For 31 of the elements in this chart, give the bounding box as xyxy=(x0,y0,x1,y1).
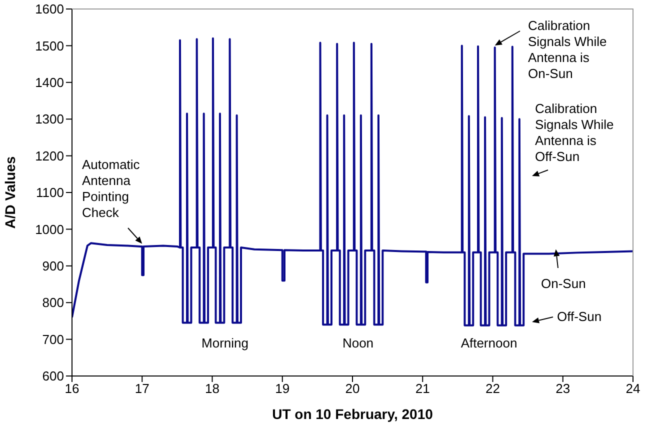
x-tick-label: 17 xyxy=(134,381,150,396)
y-tick-label: 700 xyxy=(42,332,64,347)
line-series xyxy=(72,37,633,326)
x-tick-label: 18 xyxy=(205,381,220,396)
annotation: Afternoon xyxy=(460,335,518,350)
x-tick-label: 20 xyxy=(345,381,360,396)
y-tick-label: 800 xyxy=(42,295,64,310)
x-tick-label: 23 xyxy=(556,381,570,396)
x-tick-label: 21 xyxy=(415,381,430,396)
y-tick-label: 1200 xyxy=(35,148,64,164)
annotation: Calibration Signals While Antenna is Off-Sun xyxy=(535,101,614,164)
x-tick-label: 16 xyxy=(64,381,80,396)
x-tick-label: 24 xyxy=(626,381,640,396)
y-tick-label: 600 xyxy=(42,368,64,384)
annotation: Calibration Signals While Antenna is On-Sun xyxy=(528,18,607,82)
annotation: Noon xyxy=(342,335,374,350)
annotation: Automatic Antenna Pointing Check xyxy=(82,157,140,220)
y-tick-label: 1100 xyxy=(36,185,64,200)
y-tick-label: 1600 xyxy=(35,2,64,17)
annotation: Off-Sun xyxy=(557,309,602,324)
annotation: On-Sun xyxy=(541,276,586,292)
annotation: Morning xyxy=(202,335,248,350)
y-tick-label: 1000 xyxy=(35,222,64,237)
y-tick-label: 1500 xyxy=(35,38,64,54)
y-tick-label: 900 xyxy=(42,258,64,274)
x-axis-title: UT on 10 February, 2010 xyxy=(272,406,434,422)
x-tick-label: 19 xyxy=(275,381,290,396)
x-tick-label: 22 xyxy=(486,381,500,396)
y-axis-title: A/D Values xyxy=(2,156,18,229)
y-tick-label: 1400 xyxy=(35,75,64,90)
y-tick-label: 1300 xyxy=(35,112,64,127)
